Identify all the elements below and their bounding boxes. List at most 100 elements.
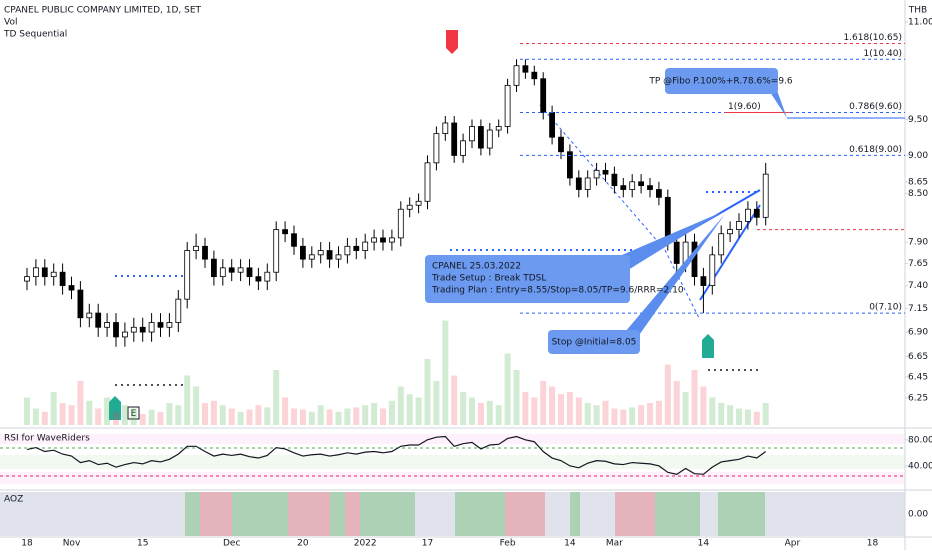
x-tick-label: 18: [867, 539, 879, 549]
x-tick-label: Feb: [500, 539, 516, 549]
candle-body: [620, 185, 627, 190]
x-tick-label: Apr: [785, 539, 801, 549]
volume-bar: [486, 400, 493, 425]
volume-bar: [451, 375, 458, 425]
candle-body: [531, 71, 538, 80]
volume-bar: [157, 411, 164, 425]
volume-bar: [566, 392, 573, 425]
td-flag: [446, 30, 458, 54]
candle-body: [638, 181, 644, 187]
aoz-tick: 0.00: [908, 510, 928, 520]
candle-body: [762, 173, 769, 218]
volume-bar: [380, 408, 386, 425]
candle-body: [745, 208, 751, 222]
volume-bar: [549, 386, 556, 425]
candle-body: [406, 204, 413, 210]
volume-bar: [691, 370, 698, 425]
legend-vol: Vol: [4, 18, 17, 28]
candle-body: [647, 185, 653, 190]
y-tick-label: 7.65: [908, 259, 928, 269]
candle-body: [558, 136, 564, 153]
volume-bar: [68, 405, 75, 425]
rsi-band: [0, 472, 905, 484]
volume-bar: [24, 397, 30, 425]
candle-body: [202, 245, 208, 260]
y-tick-label: 7.15: [908, 304, 928, 314]
volume-bar: [558, 394, 564, 425]
candle-body: [504, 84, 511, 127]
fib-label: 0.786(9.60): [849, 102, 902, 112]
candle-body: [415, 200, 422, 206]
candle-body: [584, 177, 591, 190]
candle-body: [291, 233, 297, 247]
candle-body: [344, 245, 351, 256]
aoz-zones-down: [200, 492, 655, 536]
candle-body: [451, 122, 458, 156]
candle-body: [700, 276, 707, 286]
candle-body: [371, 237, 378, 243]
volume-bar: [246, 409, 253, 425]
candle-body: [673, 241, 680, 264]
volume-bar: [406, 394, 413, 425]
candle-body: [736, 220, 742, 230]
trend-line: [539, 104, 666, 251]
candle-body: [727, 229, 733, 235]
candle-body: [486, 129, 493, 149]
x-tick-label: 14: [698, 539, 710, 549]
volume-bar: [531, 397, 538, 425]
volume-bar: [655, 400, 662, 425]
volume-bar: [611, 408, 618, 425]
fib-label: 0(7.10): [869, 303, 902, 313]
aoz-title: AOZ: [4, 495, 23, 505]
volume-bar: [744, 409, 751, 425]
callout-pointer: [615, 212, 722, 270]
volume-bar: [353, 407, 360, 425]
candle-body: [513, 65, 520, 86]
y-tick-label: 7.90: [908, 238, 928, 248]
currency: THB: [908, 6, 927, 16]
volume-bar: [273, 370, 280, 425]
candle-body: [130, 326, 137, 333]
volume-bar: [139, 414, 146, 425]
volume-bar: [41, 411, 48, 425]
candle-body: [469, 126, 475, 142]
candle-body: [50, 271, 57, 278]
y-tick-label: 6.45: [908, 372, 928, 382]
volume-bar: [593, 405, 600, 425]
candle-body: [522, 65, 529, 73]
candle-body: [68, 285, 75, 291]
volume-bar: [629, 407, 636, 425]
aoz-bg: [0, 492, 905, 536]
candle-body: [77, 289, 84, 319]
candle-body: [193, 245, 200, 251]
x-tick-label: Nov: [63, 539, 81, 549]
rsi-line: [26, 435, 767, 475]
candle-body: [219, 267, 226, 278]
callout-text: Stop @Initial=8.05: [552, 338, 637, 348]
volume-bar: [504, 353, 511, 425]
chart-title: CPANEL PUBLIC COMPANY LIMITED, 1D, SET: [4, 6, 202, 16]
candle-body: [709, 254, 716, 286]
candle-body: [656, 189, 662, 198]
candle-body: [104, 322, 110, 328]
volume-bar: [299, 409, 306, 425]
x-tick-label: Dec: [223, 539, 240, 549]
volume-bar: [522, 392, 529, 425]
candle-body: [477, 126, 484, 149]
y-tick-label: 6.25: [908, 393, 928, 403]
callout-box: [665, 68, 778, 94]
y-tick-label: 6.65: [908, 352, 928, 362]
volume-bar: [219, 405, 226, 425]
td-lines-black: [115, 369, 760, 386]
candle-body: [575, 177, 582, 190]
volume-bar: [104, 397, 111, 425]
y-tick-label: 40.00: [908, 461, 932, 471]
volume-bar: [175, 405, 182, 425]
volume-bar: [228, 408, 235, 425]
candle-body: [602, 169, 609, 175]
candle-body: [228, 267, 235, 273]
legend-indicator: TD Sequential: [3, 30, 67, 40]
volume-bar: [727, 405, 734, 425]
volume-bar: [477, 403, 484, 425]
